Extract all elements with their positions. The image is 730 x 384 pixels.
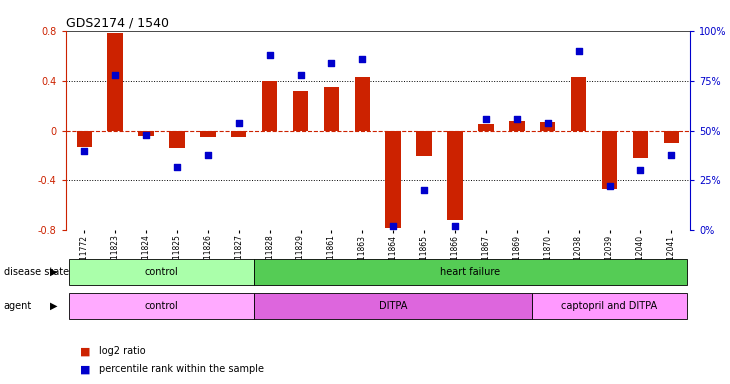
Point (418, 187, 430, 194)
Point (542, 119, 553, 126)
FancyBboxPatch shape (532, 293, 687, 319)
Point (233, 119, 245, 126)
Bar (602, 131, 618, 189)
Point (666, 151, 677, 157)
Text: ■: ■ (80, 364, 91, 374)
Bar (355, 77, 370, 131)
Point (140, 131, 152, 137)
Text: ▶: ▶ (50, 301, 57, 311)
Point (356, 56, 368, 62)
Bar (169, 131, 185, 148)
Text: GDS2174 / 1540: GDS2174 / 1540 (66, 17, 169, 30)
Bar (664, 131, 679, 143)
Point (264, 51, 275, 58)
Text: control: control (145, 266, 178, 277)
Point (110, 71, 121, 78)
Point (511, 116, 523, 122)
Bar (262, 81, 277, 131)
Point (634, 167, 646, 174)
Bar (231, 131, 247, 137)
Text: percentile rank within the sample: percentile rank within the sample (99, 364, 264, 374)
Point (202, 151, 214, 157)
Bar (478, 124, 493, 131)
FancyBboxPatch shape (69, 259, 254, 285)
Text: DITPA: DITPA (379, 301, 407, 311)
Text: log2 ratio: log2 ratio (99, 346, 145, 356)
Text: control: control (145, 301, 178, 311)
Point (573, 48, 585, 54)
FancyBboxPatch shape (254, 293, 532, 319)
FancyBboxPatch shape (69, 293, 254, 319)
Point (78, 147, 90, 154)
Bar (323, 87, 339, 131)
FancyBboxPatch shape (254, 259, 687, 285)
Bar (416, 131, 432, 156)
Text: captopril and DITPA: captopril and DITPA (561, 301, 658, 311)
Bar (571, 77, 586, 131)
Bar (107, 33, 123, 131)
Bar (200, 131, 215, 137)
Text: agent: agent (4, 301, 32, 311)
Bar (385, 131, 401, 228)
Bar (540, 122, 556, 131)
Point (171, 164, 182, 170)
Text: ▶: ▶ (50, 266, 57, 277)
Point (449, 223, 461, 230)
Point (604, 184, 615, 190)
Text: ■: ■ (80, 346, 91, 356)
Text: disease state: disease state (4, 266, 69, 277)
Bar (633, 131, 648, 158)
Point (388, 223, 399, 230)
Bar (138, 131, 154, 136)
Bar (77, 131, 92, 147)
Bar (293, 91, 308, 131)
Text: heart failure: heart failure (440, 266, 501, 277)
Point (326, 60, 337, 66)
Point (480, 116, 492, 122)
Point (295, 71, 307, 78)
Bar (509, 121, 525, 131)
Bar (447, 131, 463, 220)
